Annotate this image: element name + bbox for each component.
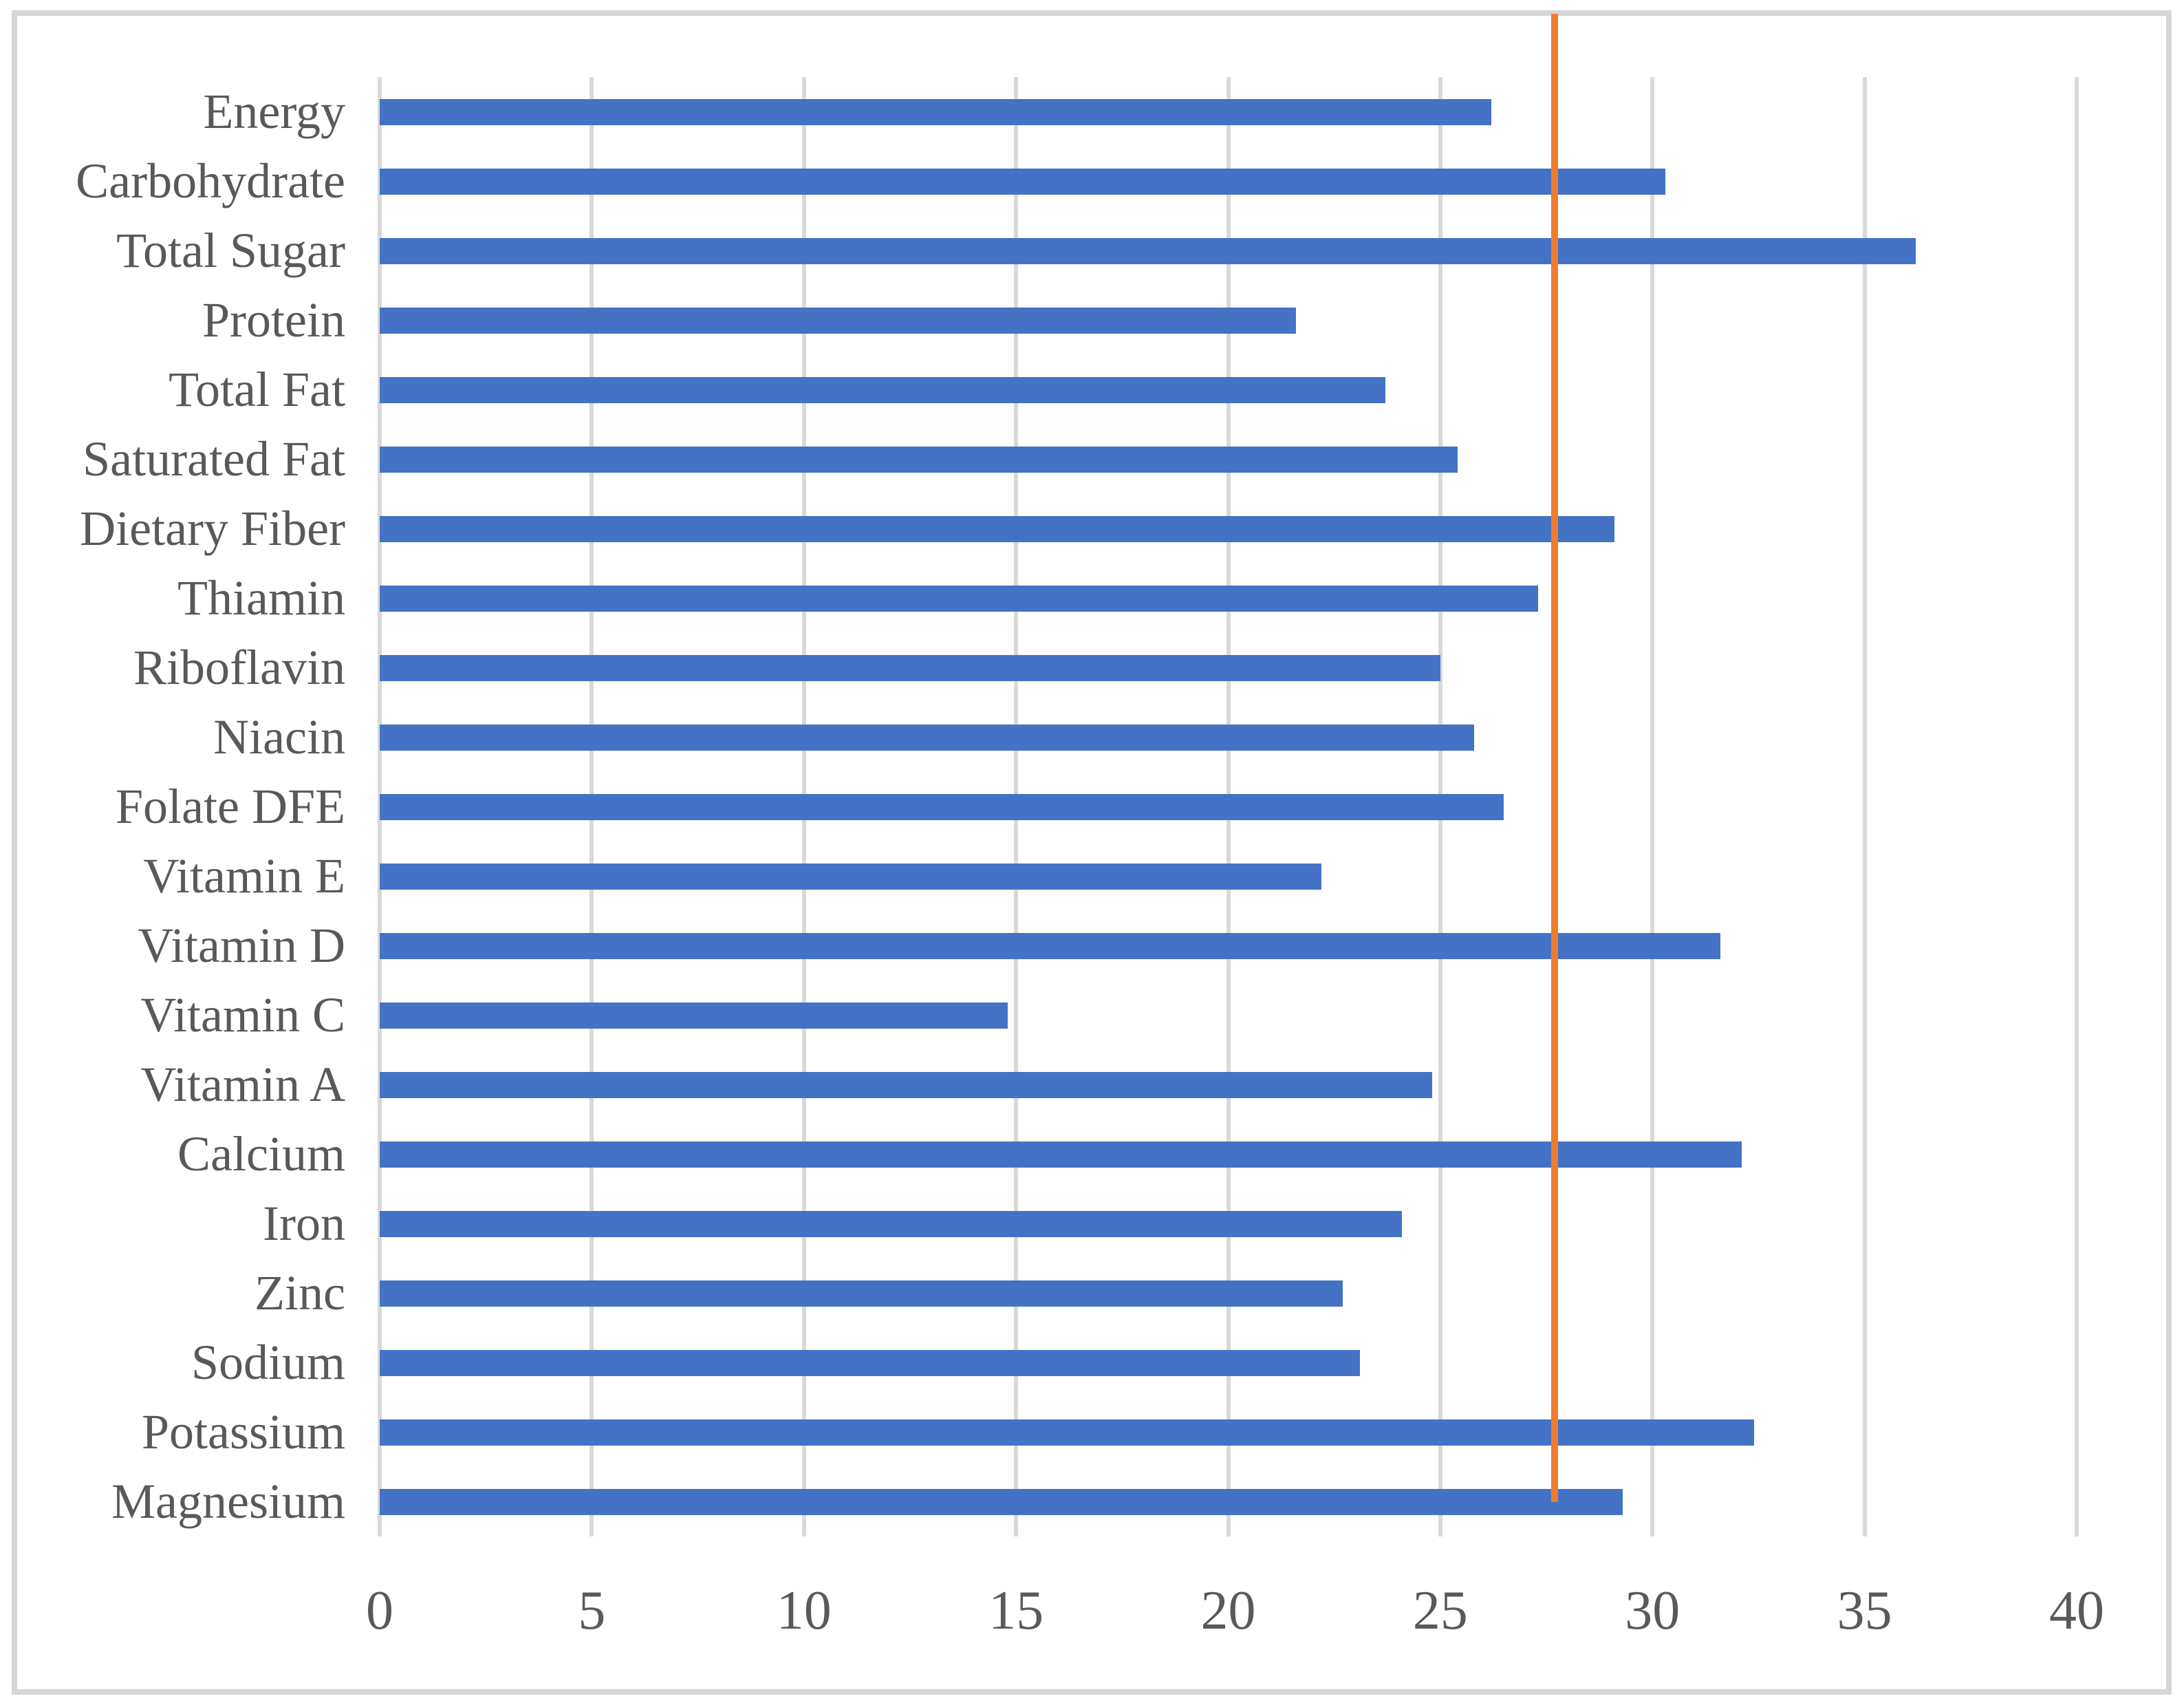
bar-riboflavin	[380, 654, 1440, 681]
category-label-potassium: Potassium	[141, 1404, 345, 1459]
bar-row	[380, 1397, 2077, 1467]
category-label-vitamin-e: Vitamin E	[143, 848, 345, 903]
bar-dietary-fiber	[380, 515, 1614, 542]
bar-energy	[380, 98, 1491, 125]
reference-line	[1551, 14, 1559, 1502]
bar-total-fat	[380, 376, 1385, 403]
x-tick-label-30: 30	[1625, 1580, 1680, 1641]
chart-frame	[12, 10, 2172, 1695]
gridline-x-35	[1862, 77, 1867, 1536]
bar-total-sugar	[380, 237, 1916, 264]
bar-row	[380, 1050, 2077, 1119]
bar-vitamin-a	[380, 1071, 1432, 1098]
category-label-folate-dfe: Folate DFE	[116, 779, 345, 834]
bar-protein	[380, 307, 1297, 334]
category-label-vitamin-d: Vitamin D	[138, 918, 345, 973]
bar-magnesium	[380, 1488, 1623, 1515]
bar-niacin	[380, 724, 1475, 751]
category-label-magnesium: Magnesium	[111, 1474, 345, 1529]
x-tick-label-5: 5	[578, 1580, 606, 1641]
category-label-iron: Iron	[263, 1196, 345, 1251]
bar-vitamin-c	[380, 1002, 1008, 1029]
bar-row	[380, 494, 2077, 564]
category-label-saturated-fat: Saturated Fat	[83, 431, 345, 486]
bar-iron	[380, 1210, 1403, 1237]
bar-row	[380, 1467, 2077, 1536]
category-label-thiamin: Thiamin	[177, 570, 345, 625]
bar-saturated-fat	[380, 446, 1458, 473]
gridline-x-40	[2075, 77, 2079, 1536]
bar-row	[380, 911, 2077, 980]
bar-row	[380, 286, 2077, 355]
category-label-niacin: Niacin	[213, 709, 345, 764]
bar-folate-dfe	[380, 793, 1504, 820]
bar-potassium	[380, 1419, 1755, 1446]
category-label-vitamin-a: Vitamin A	[140, 1057, 345, 1112]
category-label-dietary-fiber: Dietary Fiber	[80, 501, 345, 556]
category-label-total-sugar: Total Sugar	[116, 223, 345, 278]
category-label-calcium: Calcium	[177, 1126, 345, 1181]
bar-row	[380, 564, 2077, 633]
category-label-riboflavin: Riboflavin	[133, 640, 345, 695]
bar-row	[380, 1258, 2077, 1328]
bar-row	[380, 147, 2077, 216]
category-label-sodium: Sodium	[191, 1335, 345, 1390]
x-tick-label-15: 15	[988, 1580, 1044, 1641]
category-label-zinc: Zinc	[255, 1265, 345, 1320]
bar-row	[380, 355, 2077, 425]
x-tick-label-35: 35	[1837, 1580, 1892, 1641]
bar-row	[380, 772, 2077, 841]
bar-row	[380, 216, 2077, 286]
bar-row	[380, 77, 2077, 147]
category-label-energy: Energy	[203, 84, 345, 139]
plot-area	[378, 77, 2079, 1536]
bar-row	[380, 841, 2077, 911]
bar-row	[380, 1189, 2077, 1258]
bar-sodium	[380, 1349, 1360, 1376]
bar-thiamin	[380, 585, 1538, 612]
bar-row	[380, 1328, 2077, 1397]
bar-row	[380, 703, 2077, 772]
bar-row	[380, 425, 2077, 494]
bar-row	[380, 1119, 2077, 1189]
category-label-vitamin-c: Vitamin C	[140, 987, 345, 1042]
category-label-total-fat: Total Fat	[169, 362, 345, 417]
category-label-protein: Protein	[202, 292, 345, 347]
bar-row	[380, 633, 2077, 703]
bar-vitamin-d	[380, 932, 1720, 959]
bar-calcium	[380, 1141, 1742, 1168]
bar-carbohydrate	[380, 168, 1665, 195]
bar-vitamin-e	[380, 863, 1322, 890]
bar-row	[380, 980, 2077, 1050]
gridline-x-30	[1650, 77, 1655, 1536]
category-label-carbohydrate: Carbohydrate	[76, 153, 345, 208]
bar-zinc	[380, 1280, 1343, 1307]
x-tick-label-10: 10	[776, 1580, 832, 1641]
x-tick-label-40: 40	[2049, 1580, 2104, 1641]
x-tick-label-0: 0	[366, 1580, 393, 1641]
x-tick-label-25: 25	[1412, 1580, 1468, 1641]
x-tick-label-20: 20	[1200, 1580, 1256, 1641]
